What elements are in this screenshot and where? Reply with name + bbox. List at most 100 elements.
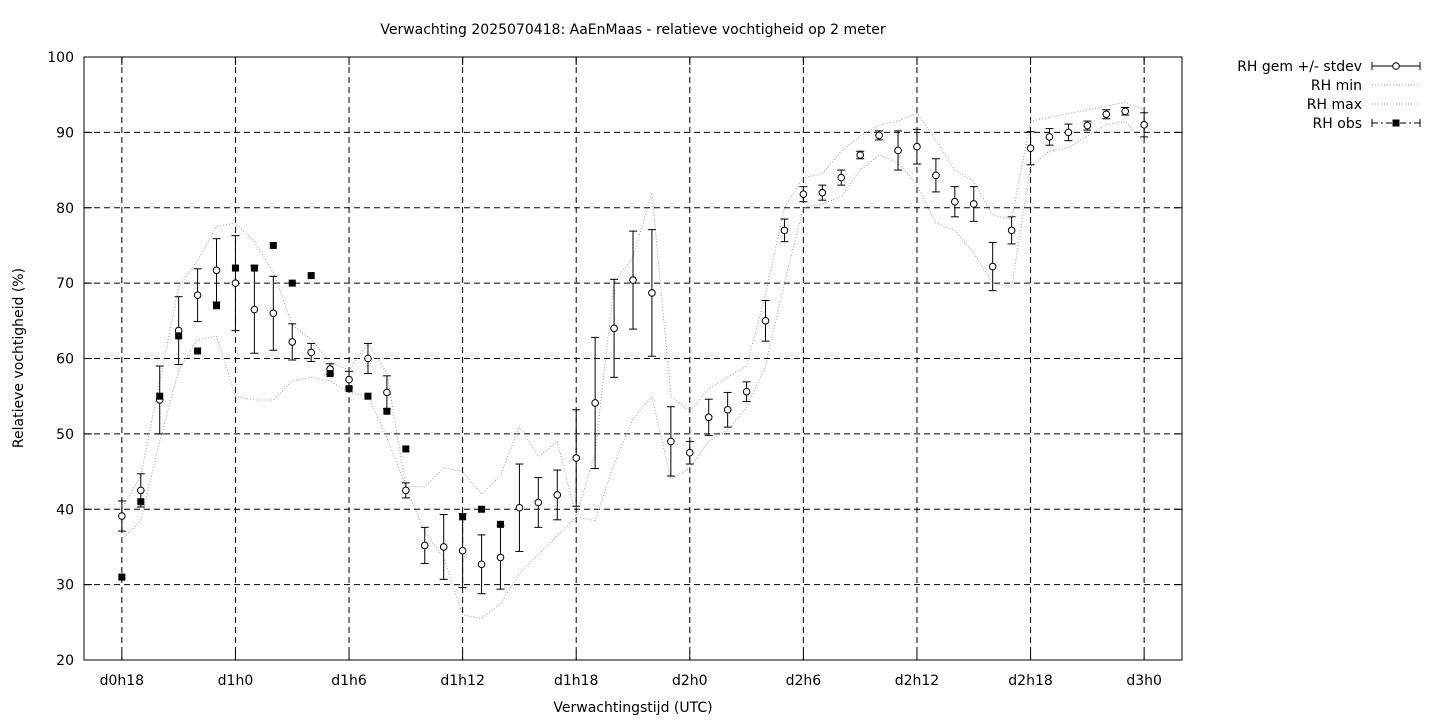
mean-point xyxy=(818,188,827,197)
x-tick-label: d3h0 xyxy=(1126,673,1162,689)
mean-point xyxy=(780,226,789,235)
mean-point xyxy=(704,413,713,422)
mean-point xyxy=(951,197,959,206)
mean-point xyxy=(193,291,202,299)
x-tick-label: d2h6 xyxy=(786,673,822,689)
mean-point xyxy=(345,375,353,384)
x-tick-label: d1h12 xyxy=(440,673,484,689)
mean-point xyxy=(1064,128,1073,137)
legend-label: RH max xyxy=(1307,97,1362,113)
mean-point xyxy=(913,142,921,151)
obs-point xyxy=(269,241,277,249)
mean-point xyxy=(875,131,883,140)
y-tick-label: 50 xyxy=(56,427,74,443)
mean-point xyxy=(231,279,240,287)
mean-point xyxy=(629,276,637,284)
mean-point xyxy=(553,491,562,499)
obs-point xyxy=(326,370,334,378)
legend: RH gem +/- stdev RH min RH max RH obs xyxy=(1237,59,1421,132)
mean-point xyxy=(1083,121,1092,130)
legend-label: RH min xyxy=(1311,78,1362,94)
mean-point xyxy=(496,553,505,562)
mean-point xyxy=(1007,226,1016,235)
obs-point xyxy=(459,513,467,521)
mean-point xyxy=(723,405,732,414)
x-tick-label: d1h0 xyxy=(218,673,254,689)
mean-point xyxy=(1045,133,1054,141)
y-tick-label: 80 xyxy=(56,201,74,217)
legend-label: RH gem +/- stdev xyxy=(1237,59,1362,75)
x-tick-label: d0h18 xyxy=(100,673,144,689)
mean-point xyxy=(1102,110,1111,119)
x-tick-label: d1h18 xyxy=(554,673,598,689)
mean-point xyxy=(837,173,846,182)
mean-point xyxy=(1026,144,1035,153)
mean-point xyxy=(420,541,429,550)
mean-point xyxy=(591,399,599,407)
mean-point xyxy=(932,171,940,180)
grid-layer xyxy=(84,57,1182,660)
obs-point xyxy=(478,505,486,513)
mean-point xyxy=(288,338,297,346)
y-tick-label: 40 xyxy=(56,502,74,518)
obs-point xyxy=(250,264,258,272)
y-tick-label: 70 xyxy=(56,276,74,292)
mean-point xyxy=(856,151,864,159)
y-tick-label: 100 xyxy=(47,50,74,66)
mean-point xyxy=(383,388,391,397)
y-tick-label: 90 xyxy=(56,125,74,141)
mean-point xyxy=(969,200,978,208)
x-axis-label: Verwachtingstijd (UTC) xyxy=(553,700,712,716)
y-axis-ticks: 20 30 40 50 60 70 80 90 100 xyxy=(47,50,1182,669)
mean-point xyxy=(364,354,372,363)
obs-point xyxy=(402,445,410,453)
x-axis-ticks: d0h18 d1h0 d1h6 d1h12 d1h18 d2h0 d2h6 d2h12 d2h1… xyxy=(100,57,1162,689)
obs-point xyxy=(345,385,353,393)
mean-point xyxy=(742,387,751,396)
mean-point xyxy=(894,146,902,155)
mean-point xyxy=(477,560,486,569)
obs-point xyxy=(213,302,221,310)
mean-point xyxy=(534,498,543,507)
y-tick-label: 20 xyxy=(56,653,74,669)
mean-point xyxy=(250,305,259,314)
legend-sample-circle xyxy=(1392,62,1400,70)
obs-point xyxy=(175,332,183,340)
series-layer xyxy=(117,101,1149,620)
mean-point xyxy=(988,262,997,271)
mean-point xyxy=(402,486,410,495)
mean-point xyxy=(1121,107,1130,116)
mean-point xyxy=(118,512,126,520)
mean-point xyxy=(610,324,618,333)
obs-point xyxy=(307,272,315,280)
x-tick-label: d2h12 xyxy=(895,673,939,689)
obs-point xyxy=(496,520,504,528)
obs-point xyxy=(194,347,202,355)
mean-point xyxy=(1140,121,1148,129)
y-axis-label: Relatieve vochtigheid (%) xyxy=(11,268,27,448)
mean-point xyxy=(269,309,278,318)
mean-point xyxy=(307,348,315,357)
chart-title: Verwachting 2025070418: AaEnMaas - relat… xyxy=(380,22,886,38)
obs-point xyxy=(364,392,372,400)
mean-point xyxy=(648,289,656,297)
x-tick-label: d2h18 xyxy=(1008,673,1052,689)
mean-point xyxy=(685,448,694,457)
obs-point xyxy=(156,392,164,400)
mean-point xyxy=(136,486,145,495)
x-tick-label: d1h6 xyxy=(331,673,367,689)
mean-point xyxy=(439,543,448,551)
obs-point xyxy=(231,264,239,272)
legend-sample-square xyxy=(1392,119,1400,127)
mean-point xyxy=(458,546,467,555)
plot-frame xyxy=(83,56,1183,661)
x-tick-label: d2h0 xyxy=(672,673,708,689)
y-tick-label: 60 xyxy=(56,352,74,368)
obs-point xyxy=(137,498,145,506)
mean-point xyxy=(212,266,221,275)
mean-point xyxy=(572,454,581,462)
y-tick-label: 30 xyxy=(56,578,74,594)
legend-label: RH obs xyxy=(1313,116,1362,132)
